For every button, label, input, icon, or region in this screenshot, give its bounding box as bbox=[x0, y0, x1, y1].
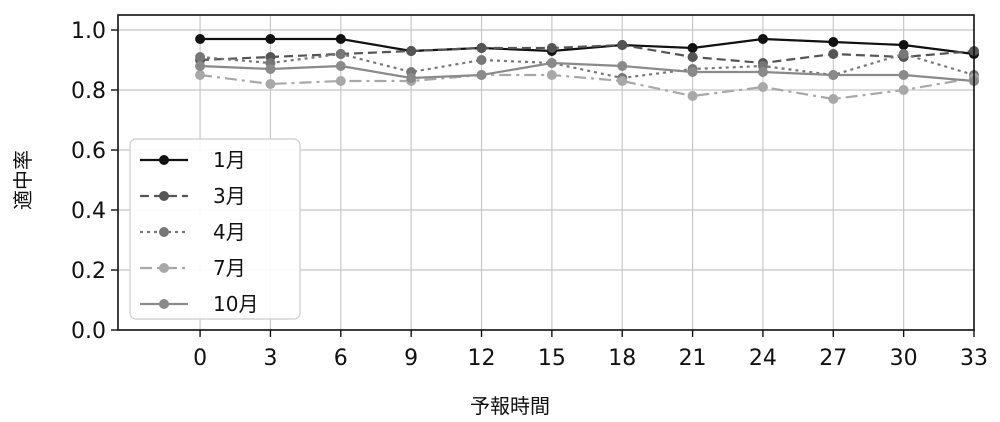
data-point bbox=[898, 40, 909, 50]
y-tick-label: 0.4 bbox=[71, 199, 106, 224]
series-layer bbox=[195, 34, 979, 104]
x-tick-label: 27 bbox=[819, 346, 847, 371]
data-point bbox=[687, 67, 698, 77]
legend-item: 10月 bbox=[140, 292, 258, 316]
data-point bbox=[265, 34, 276, 44]
data-point bbox=[476, 70, 487, 80]
data-point bbox=[476, 55, 487, 65]
legend-label: 10月 bbox=[213, 292, 258, 316]
legend-marker bbox=[159, 299, 169, 309]
data-point bbox=[546, 43, 557, 53]
data-point bbox=[757, 67, 768, 77]
legend-marker bbox=[159, 263, 169, 273]
x-tick-label: 0 bbox=[193, 346, 207, 371]
data-point bbox=[687, 52, 698, 62]
x-tick-label: 24 bbox=[749, 346, 777, 371]
data-point bbox=[828, 70, 839, 80]
y-tick-label: 0.0 bbox=[71, 319, 106, 344]
y-tick-label: 0.8 bbox=[71, 79, 106, 104]
data-point bbox=[546, 70, 557, 80]
legend-item: 3月 bbox=[140, 184, 246, 208]
y-axis-label: 適中率 bbox=[11, 150, 35, 210]
legend-marker bbox=[159, 227, 169, 237]
y-tick-label: 0.6 bbox=[71, 139, 106, 164]
data-point bbox=[335, 49, 346, 59]
legend-label: 1月 bbox=[213, 148, 246, 172]
plot-frame bbox=[117, 14, 975, 331]
legend-item: 7月 bbox=[140, 256, 246, 280]
legend: 1月 3月 4月 7月 10月 bbox=[129, 138, 301, 320]
legend-marker bbox=[159, 191, 169, 201]
series-line bbox=[200, 61, 975, 83]
data-point bbox=[757, 82, 768, 92]
data-point bbox=[828, 37, 839, 47]
x-tick-label: 18 bbox=[608, 346, 636, 371]
legend-marker bbox=[159, 155, 169, 165]
data-point bbox=[335, 76, 346, 86]
x-tick-label: 6 bbox=[334, 346, 348, 371]
x-tick-label: 12 bbox=[468, 346, 496, 371]
legend-label: 3月 bbox=[213, 184, 246, 208]
legend-item: 1月 bbox=[140, 148, 246, 172]
data-point bbox=[195, 52, 206, 62]
x-axis-ticks: 0 3 6 9 12 15 18 21 24 27 30 33 bbox=[193, 330, 988, 371]
data-point bbox=[617, 76, 628, 86]
data-point bbox=[406, 46, 417, 56]
series-5 bbox=[195, 58, 979, 86]
data-point bbox=[898, 70, 909, 80]
data-point bbox=[476, 43, 487, 53]
data-point bbox=[406, 73, 417, 83]
data-point bbox=[757, 34, 768, 44]
x-axis-label: 予報時間 bbox=[470, 394, 550, 418]
x-tick-label: 15 bbox=[538, 346, 566, 371]
x-tick-label: 3 bbox=[263, 346, 277, 371]
data-point bbox=[687, 43, 698, 53]
x-tick-label: 21 bbox=[679, 346, 707, 371]
data-point bbox=[265, 79, 276, 89]
y-tick-label: 0.2 bbox=[71, 259, 106, 284]
data-point bbox=[265, 64, 276, 74]
x-tick-label: 30 bbox=[890, 346, 918, 371]
series-line bbox=[200, 37, 975, 56]
legend-label: 7月 bbox=[213, 256, 246, 280]
x-tick-label: 9 bbox=[404, 346, 418, 371]
data-point bbox=[617, 61, 628, 71]
data-point bbox=[828, 49, 839, 59]
data-point bbox=[335, 61, 346, 71]
data-point bbox=[335, 34, 346, 44]
x-tick-label: 33 bbox=[960, 346, 988, 371]
data-point bbox=[898, 85, 909, 95]
y-axis-ticks: 0.0 0.2 0.4 0.6 0.8 1.0 bbox=[71, 19, 118, 344]
data-point bbox=[195, 61, 206, 71]
legend-label: 4月 bbox=[213, 220, 246, 244]
data-point bbox=[195, 34, 206, 44]
series-line bbox=[200, 43, 975, 65]
series-line bbox=[200, 52, 975, 80]
data-point bbox=[898, 49, 909, 59]
data-point bbox=[828, 94, 839, 104]
data-point bbox=[687, 91, 698, 101]
series-line bbox=[199, 73, 975, 101]
legend-item: 4月 bbox=[140, 220, 246, 244]
y-tick-label: 1.0 bbox=[71, 19, 106, 44]
data-point bbox=[195, 70, 206, 80]
data-point bbox=[546, 58, 557, 68]
legend-box bbox=[129, 138, 301, 320]
data-point bbox=[617, 40, 628, 50]
